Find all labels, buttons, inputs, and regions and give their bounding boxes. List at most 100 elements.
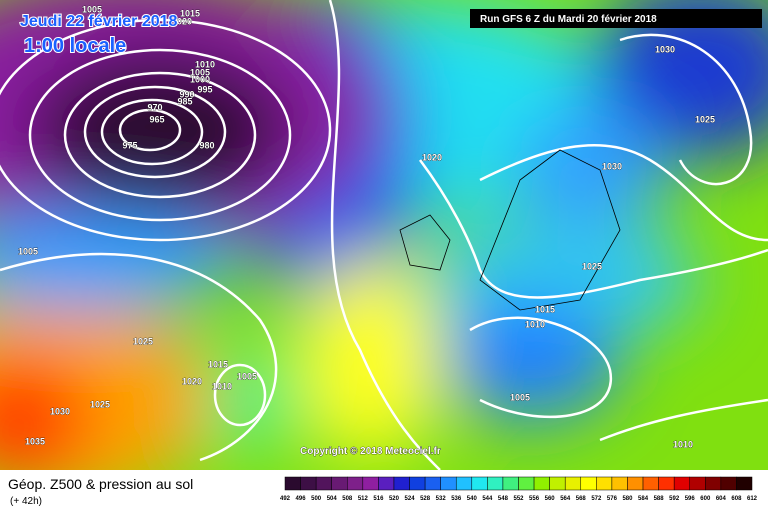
isobar-label: 1010 [525, 319, 545, 329]
scale-swatch [549, 476, 566, 491]
scale-swatch [331, 476, 348, 491]
isobar-label: 995 [197, 84, 212, 94]
isobar-label: 975 [122, 140, 137, 150]
scale-swatch [284, 476, 301, 491]
scale-swatch [642, 476, 659, 491]
scale-label: 564 [560, 496, 571, 502]
scale-label: 536 [451, 496, 462, 502]
scale-swatch [720, 476, 737, 491]
map-time: 1:00 locale [24, 35, 126, 57]
scale-label: 608 [731, 496, 742, 502]
scale-label: 596 [685, 496, 696, 502]
copyright: Copyright © 2018 Meteociel.fr [300, 446, 441, 457]
scale-swatch [689, 476, 706, 491]
scale-swatch [627, 476, 644, 491]
scale-label: 528 [420, 496, 431, 502]
isobar-label: 1000 [190, 74, 210, 84]
isobars [0, 0, 768, 470]
scale-label: 540 [467, 496, 478, 502]
scale-swatch [378, 476, 395, 491]
scale-swatch [518, 476, 535, 491]
scale-swatch [580, 476, 597, 491]
scale-swatch [502, 476, 519, 491]
scale-label: 532 [436, 496, 447, 502]
map-field [0, 0, 768, 470]
scale-label: 600 [700, 496, 711, 502]
isobar-label: 980 [199, 140, 214, 150]
scale-swatch [533, 476, 550, 491]
scale-label: 572 [591, 496, 602, 502]
isobar-label: 970 [147, 102, 162, 112]
scale-label: 560 [545, 496, 556, 502]
scale-label: 580 [622, 496, 633, 502]
scale-swatch [564, 476, 582, 491]
isobar-label: 1030 [50, 406, 70, 416]
isobar-label: 1005 [82, 4, 102, 14]
scale-label: 556 [529, 496, 540, 502]
isobar-label: 1015 [180, 8, 200, 18]
scale-swatch [424, 476, 441, 491]
scale-swatch [440, 476, 457, 491]
isobar-label: 1025 [90, 399, 110, 409]
isobar-label: 1015 [208, 359, 228, 369]
isobar-label: 1025 [582, 261, 602, 271]
scale-swatch [658, 476, 675, 491]
isobar-label: 1010 [195, 59, 215, 69]
scale-label: 524 [405, 496, 416, 502]
scale-label: 552 [513, 496, 524, 502]
scale-label: 576 [607, 496, 618, 502]
scale-label: 592 [669, 496, 680, 502]
isobar-label: 990 [179, 89, 194, 99]
scale-swatch [471, 476, 488, 491]
isobar-label: 1005 [510, 392, 530, 402]
isobar-label: 1010 [673, 439, 693, 449]
scale-label: 520 [389, 496, 400, 502]
scale-swatch [300, 476, 317, 491]
scale-label: 548 [498, 496, 509, 502]
scale-swatch [347, 476, 364, 491]
isobar-label: 1005 [190, 67, 210, 77]
isobar-label: 965 [149, 114, 164, 124]
footer-title: Géop. Z500 & pression au sol [8, 476, 193, 492]
isobar-label: 1020 [422, 152, 442, 162]
isobar-label: 1005 [18, 246, 38, 256]
scale-label: 516 [373, 496, 384, 502]
scale-label: 604 [716, 496, 727, 502]
scale-label: 612 [747, 496, 758, 502]
scale-label: 584 [638, 496, 649, 502]
scale-swatch [705, 476, 722, 491]
isobar-label: 1020 [172, 16, 192, 26]
scale-swatch [409, 476, 426, 491]
run-info: Run GFS 6 Z du Mardi 20 février 2018 [480, 14, 657, 25]
scale-swatch [736, 476, 753, 491]
scale-swatch [455, 476, 473, 491]
isobar-label: 1030 [655, 44, 675, 54]
footer-lead: (+ 42h) [10, 496, 42, 507]
isobar-label: 985 [177, 96, 192, 106]
scale-label: 568 [576, 496, 587, 502]
scale-swatch [611, 476, 628, 491]
scale-swatch [673, 476, 690, 491]
scale-swatch [315, 476, 332, 491]
scale-label: 512 [358, 496, 369, 502]
scale-swatch [362, 476, 379, 491]
scale-label: 496 [296, 496, 307, 502]
scale-label: 504 [327, 496, 338, 502]
scale-label: 588 [654, 496, 665, 502]
scale-swatch [487, 476, 504, 491]
scale-label: 508 [342, 496, 353, 502]
isobar-label: 1010 [212, 381, 232, 391]
scale-label: 492 [280, 496, 291, 502]
scale-swatch [393, 476, 410, 491]
isobar-label: 1025 [695, 114, 715, 124]
isobar-label: 1015 [535, 304, 555, 314]
isobar-label: 1025 [133, 336, 153, 346]
isobar-label: 1020 [182, 376, 202, 386]
scale-swatch [596, 476, 613, 491]
map-date: Jeudi 22 février 2018 [20, 13, 178, 30]
isobar-label: 1030 [602, 161, 622, 171]
run-box [470, 9, 762, 28]
scale-label: 500 [311, 496, 322, 502]
isobar-label: 1035 [25, 436, 45, 446]
